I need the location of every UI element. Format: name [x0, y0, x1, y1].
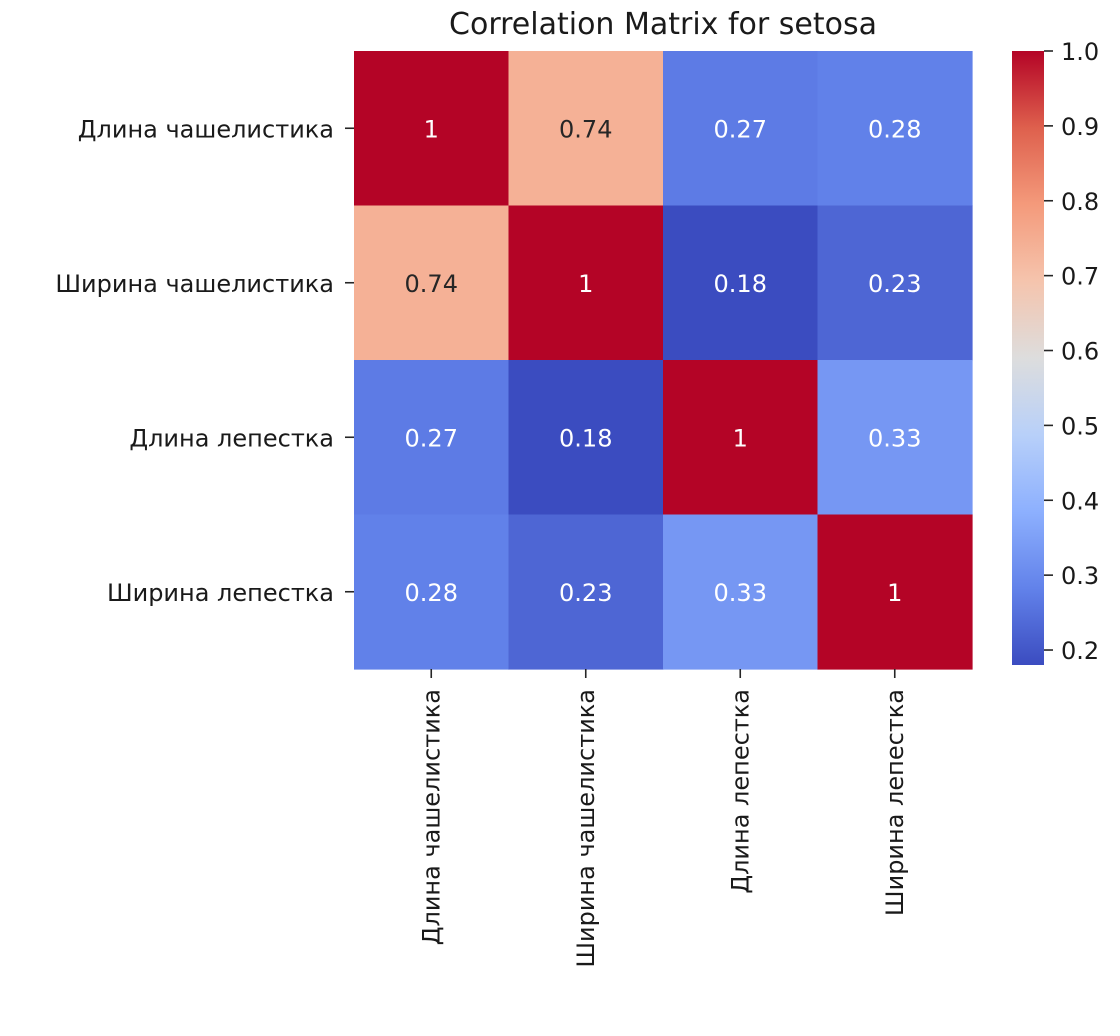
cell-annotation: 1	[733, 424, 748, 452]
heatmap-cell	[354, 51, 510, 207]
heatmap-cell	[508, 360, 664, 516]
cell-annotation: 0.18	[714, 270, 767, 298]
cell-annotation: 0.28	[868, 115, 921, 143]
row-labels: Длина чашелистика Ширина чашелистика Длина…	[55, 115, 354, 607]
column-label: Длина лепестка	[726, 689, 754, 894]
cell-annotation: 0.27	[714, 115, 767, 143]
column-label: Ширина лепестка	[881, 689, 909, 916]
cell-annotation: 1	[578, 270, 593, 298]
row-label: Длина лепестка	[129, 424, 334, 452]
colorbar-ticks: 0.2 0.3 0.4 0.5 0.6 0.7 0.8 0.9 1.0	[1044, 38, 1099, 665]
colorbar-tick-label: 0.9	[1061, 113, 1099, 141]
cell-annotation: 0.23	[868, 270, 921, 298]
colorbar-tick-label: 0.5	[1061, 412, 1099, 440]
heatmap-cell	[354, 360, 510, 516]
column-labels: Длина чашелистика Ширина чашелистика Длина…	[417, 669, 909, 968]
cell-annotation: 0.18	[559, 424, 612, 452]
row-label: Ширина чашелистика	[55, 270, 334, 298]
colorbar-tick-label: 0.2	[1061, 637, 1099, 665]
row-label: Длина чашелистика	[78, 115, 334, 143]
cell-annotation: 1	[424, 115, 439, 143]
cell-annotation: 0.33	[868, 424, 921, 452]
cell-annotation: 0.33	[714, 579, 767, 607]
colorbar-tick-label: 0.6	[1061, 338, 1099, 366]
cell-annotation: 1	[887, 579, 902, 607]
heatmap-cell	[663, 514, 819, 670]
heatmap-cell	[508, 51, 664, 207]
heatmap-cell	[508, 514, 664, 670]
colorbar-tick-label: 0.8	[1061, 188, 1099, 216]
heatmap-cell	[817, 360, 973, 516]
cell-annotations: 1 0.74 0.27 0.28 0.74 1 0.18 0.23 0.27 0.18 1 0.33 0…	[405, 115, 922, 607]
column-label: Ширина чашелистика	[572, 689, 600, 968]
heatmap-cell	[817, 205, 973, 361]
heatmap-cell	[508, 205, 664, 361]
cell-annotation: 0.28	[405, 579, 458, 607]
cell-annotation: 0.27	[405, 424, 458, 452]
heatmap-cells	[354, 51, 973, 670]
heatmap-cell	[354, 205, 510, 361]
colorbar-tick-label: 0.3	[1061, 562, 1099, 590]
chart-title: Correlation Matrix for setosa	[449, 7, 877, 42]
cell-annotation: 0.74	[405, 270, 458, 298]
heatmap-cell	[663, 360, 819, 516]
colorbar-tick-label: 0.4	[1061, 487, 1099, 515]
heatmap-cell	[817, 51, 973, 207]
colorbar	[1012, 51, 1044, 665]
heatmap-cell	[663, 205, 819, 361]
column-label: Длина чашелистика	[417, 689, 445, 945]
heatmap-cell	[663, 51, 819, 207]
colorbar-tick-label: 1.0	[1061, 38, 1099, 66]
cell-annotation: 0.74	[559, 115, 612, 143]
cell-annotation: 0.23	[559, 579, 612, 607]
heatmap-cell	[354, 514, 510, 670]
colorbar-tick-label: 0.7	[1061, 263, 1099, 291]
row-label: Ширина лепестка	[107, 579, 334, 607]
heatmap-cell	[817, 514, 973, 670]
